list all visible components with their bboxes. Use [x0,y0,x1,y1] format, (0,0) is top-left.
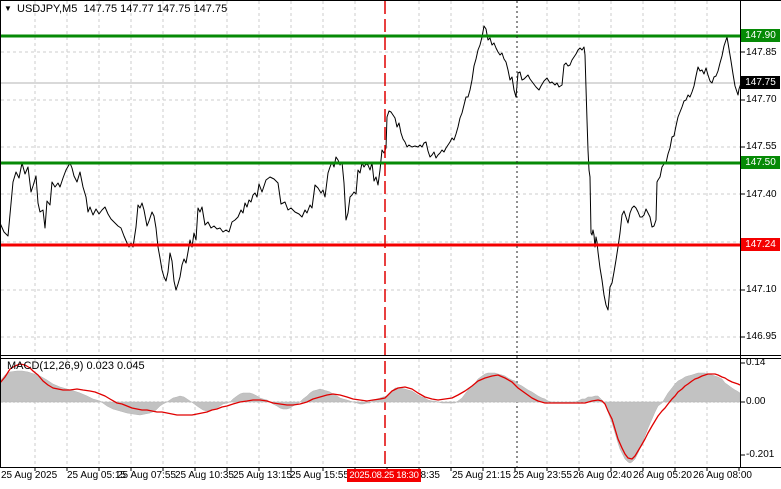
time-tick-4: 25 Aug 13:15 [233,470,292,481]
ohlc-values: 147.75 147.77 147.75 147.75 [83,3,228,15]
price-tick-14770: 147.70 [746,94,777,105]
macd-indicator-label: MACD(12,26,9) 0.023 0.045 [7,360,145,372]
price-tick-14785: 147.85 [746,47,777,58]
price-tick-14740: 147.40 [746,189,777,200]
time-tick-7: 25 Aug 21:15 [452,470,511,481]
macd-signal-line [0,363,741,460]
time-tick-3: 25 Aug 10:35 [175,470,234,481]
macd-tick-zero: 0.00 [746,396,766,407]
macd-tick-max: 0.14 [746,357,766,368]
symbol-period-label: USDJPY,M5 [17,3,78,15]
collapse-ohlc-icon[interactable]: ▼ [4,4,12,13]
event-timestamp-badge: 2025.08.25 18:30 [347,469,421,482]
price-line-series [0,25,742,311]
time-tick-1: 25 Aug 05:15 [67,470,126,481]
time-tick-9: 26 Aug 02:40 [573,470,632,481]
price-level-badge-14724: 147.24 [741,238,780,251]
price-level-badge-14790: 147.90 [741,29,780,42]
time-tick-0: 25 Aug 2025 [1,470,58,481]
price-tick-14710: 147.10 [746,284,777,295]
macd-tick-min: -0.201 [746,449,775,460]
time-tick-2: 25 Aug 07:55 [117,470,176,481]
horizontal-gridlines [1,51,740,338]
price-tick-14695: 146.95 [746,331,777,342]
chart-title: USDJPY,M5 147.75 147.77 147.75 147.75 [17,3,227,15]
time-tick-10: 26 Aug 05:20 [633,470,692,481]
macd-histogram-area [0,370,741,464]
price-tick-14755: 147.55 [746,141,777,152]
price-level-badge-14750: 147.50 [741,156,780,169]
current-price-badge: 147.75 [741,76,780,89]
panel-borders [0,0,781,468]
time-tick-5: 25 Aug 15:55 [290,470,349,481]
time-tick-8: 25 Aug 23:55 [513,470,572,481]
vertical-gridlines [34,1,708,467]
time-tick-11: 26 Aug 08:00 [693,470,752,481]
